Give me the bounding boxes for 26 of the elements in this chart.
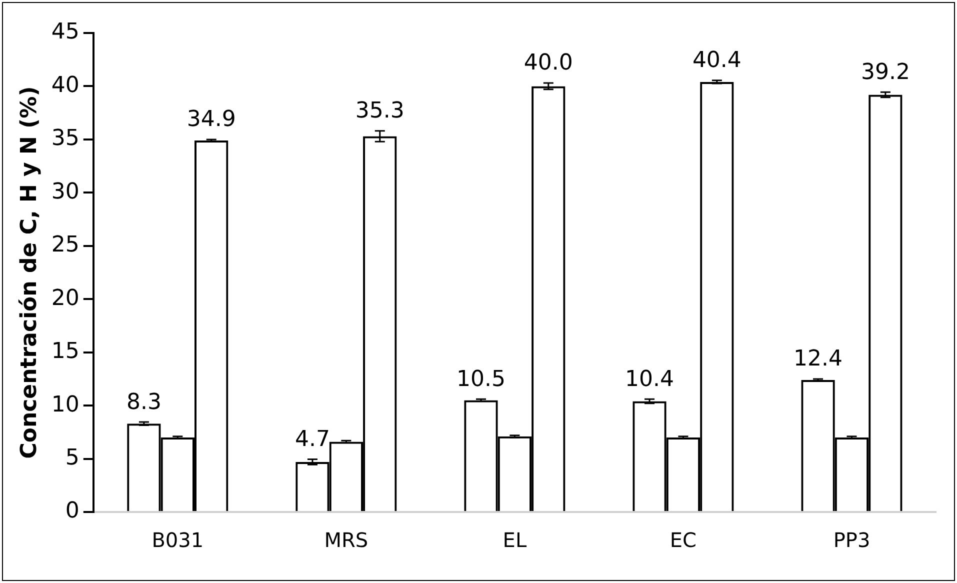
data-label: 40.4 (692, 48, 742, 74)
y-tick-label: 30 (51, 179, 80, 204)
y-tick-label: 10 (51, 392, 80, 418)
y-tick-label: 0 (65, 498, 80, 524)
y-tick-label: 35 (51, 126, 80, 152)
y-axis-title: Concentración de C, H y N (%) (16, 86, 42, 459)
y-tick-label: 45 (51, 20, 80, 45)
x-tick-label: MRS (324, 528, 368, 552)
x-tick-label: B031 (152, 528, 204, 552)
data-label: 35.3 (355, 98, 404, 124)
y-tick-label: 20 (51, 286, 80, 311)
x-tick-label: EC (670, 528, 697, 552)
x-tick-label: EL (502, 528, 528, 552)
x-tick-label: PP3 (833, 528, 870, 552)
y-tick-label: 5 (65, 445, 80, 470)
data-label: 40.0 (524, 50, 573, 76)
data-label: 12.4 (794, 346, 843, 372)
data-label: 4.7 (294, 427, 330, 452)
data-label: 39.2 (860, 60, 910, 85)
data-label: 10.4 (625, 366, 674, 392)
data-label: 8.3 (126, 390, 162, 415)
data-label: 10.5 (456, 366, 506, 392)
y-tick-label: 40 (51, 72, 80, 98)
data-label: 34.9 (186, 107, 236, 132)
y-tick-label: 15 (51, 339, 80, 364)
y-tick-label: 25 (51, 232, 80, 258)
